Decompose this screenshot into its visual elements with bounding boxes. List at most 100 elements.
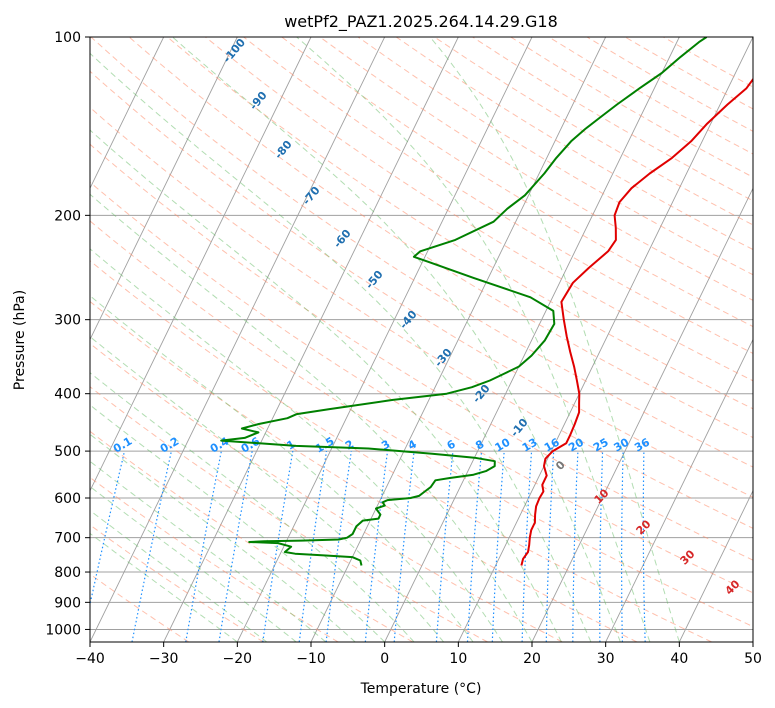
dry-adiabat-label: -100: [220, 36, 248, 66]
mixing-ratio-line: [435, 451, 454, 642]
isotherm-line: [90, 37, 238, 341]
mixing-ratio-label: 0.4: [208, 434, 232, 455]
dry-adiabat-line: [90, 220, 753, 628]
dry-adiabat-line: [90, 430, 414, 642]
dry-adiabat-label: -20: [470, 382, 493, 406]
y-tick-label: 600: [54, 491, 81, 507]
dry-adiabat-label: -60: [331, 227, 354, 251]
moist-adiabat-line: [90, 336, 444, 642]
dry-adiabat-line: [166, 37, 753, 410]
mixing-ratio-line: [572, 451, 579, 642]
y-tick-label: 100: [54, 30, 81, 46]
moist-adiabat-line: [90, 129, 562, 642]
y-tick-label: 400: [54, 387, 81, 403]
mixing-ratio-line: [599, 451, 604, 642]
moist-adiabat-line: [90, 193, 533, 642]
isotherm-line: [90, 37, 312, 492]
moist-adiabat-label: 20: [634, 517, 654, 537]
sounding-profiles: [220, 37, 753, 566]
x-tick-label: −20: [223, 651, 253, 667]
mixing-ratio-line: [491, 451, 505, 642]
moist-adiabat-line: [90, 248, 503, 642]
y-tick-label: 1000: [45, 622, 81, 638]
mixing-ratio-line: [325, 451, 352, 642]
moist-adiabat-line: [429, 37, 680, 642]
moist-adiabat-line: [90, 509, 268, 642]
dry-adiabat-label: -30: [432, 346, 455, 370]
moist-adiabat-line: [90, 485, 297, 642]
dry-adiabat-line: [319, 37, 753, 301]
dry-adiabat-line: [90, 143, 753, 561]
y-axis-label: Pressure (hPa): [12, 290, 28, 390]
mixing-ratio-line: [131, 450, 172, 642]
mixing-ratio-line: [298, 451, 328, 642]
moist-adiabat-line: [90, 433, 356, 642]
dry-adiabat-line: [90, 524, 264, 642]
plot-frame: [89, 36, 754, 643]
mixing-ratio-label: 13: [520, 436, 540, 455]
isotherm-line: [310, 37, 607, 642]
dry-adiabat-label: -90: [247, 89, 270, 113]
isotherm-line: [90, 37, 386, 642]
dry-adiabat-line: [548, 37, 753, 155]
x-axis-ticks: −40 −30 −20 −10 0 10 20 30 40 50: [75, 642, 762, 667]
mixing-ratio-line: [393, 451, 415, 642]
mixing-ratio-label: 8: [473, 438, 486, 453]
isotherm-line: [163, 37, 459, 642]
x-tick-label: 50: [744, 651, 762, 667]
isotherm-line: [457, 37, 753, 642]
dry-adiabat-line: [205, 37, 753, 382]
moist-adiabat-line: [90, 460, 327, 642]
dry-adiabat-line: [90, 70, 753, 498]
y-tick-label: 200: [54, 208, 81, 224]
y-tick-label: 900: [54, 595, 81, 611]
dry-adiabat-line: [90, 342, 563, 642]
moist-adiabat-line: [296, 37, 651, 642]
x-tick-label: −10: [296, 651, 326, 667]
x-tick-label: 40: [670, 651, 688, 667]
isotherm-line: [531, 187, 753, 642]
mixing-ratio-line: [185, 450, 222, 642]
mixing-ratio-line: [364, 451, 389, 642]
mixing-ratio-label: 0.1: [111, 435, 134, 456]
guide-line-labels: 0.1 0.2 0.4 0.6 1 1.5 2 3 4 6 8 10 13 16 20 25 30 36-100-…: [111, 36, 743, 598]
dry-adiabat-line: [128, 37, 753, 439]
dry-adiabat-line: [472, 37, 753, 202]
moist-adiabat-line: [172, 37, 621, 642]
y-tick-label: 700: [54, 531, 81, 547]
mixing-ratio-line: [262, 450, 294, 642]
isotherm-line: [605, 338, 753, 642]
isotherm-line: [90, 37, 165, 190]
x-tick-label: 0: [380, 651, 389, 667]
mixing-ratio-label: 30: [611, 435, 631, 454]
isotherm-line: [752, 640, 753, 642]
dry-adiabat-line: [90, 573, 190, 642]
y-tick-label: 800: [54, 565, 81, 581]
mixing-ratio-line: [621, 451, 624, 642]
mixing-ratio-line: [90, 450, 126, 608]
x-tick-label: 30: [597, 651, 615, 667]
y-tick-label: 300: [54, 313, 81, 329]
mixing-ratio-label: 6: [445, 437, 458, 452]
moist-adiabat-line: [90, 52, 592, 642]
dry-adiabat-line: [281, 37, 753, 328]
x-axis-label: Temperature (°C): [360, 681, 482, 697]
moist-adiabat-label: 40: [723, 577, 743, 597]
moist-adiabat-line: [90, 532, 238, 642]
dry-adiabat-label: -50: [363, 268, 386, 292]
moist-adiabat-line: [90, 372, 415, 642]
dry-adiabat-line: [243, 37, 753, 354]
moist-adiabat-line: [90, 404, 386, 642]
x-tick-label: 10: [449, 651, 467, 667]
background-guide-lines: [90, 37, 753, 642]
isotherm-line: [384, 37, 680, 642]
temperature-profile-line: [520, 77, 753, 566]
moist-adiabat-label: 10: [592, 486, 612, 506]
dry-adiabat-line: [90, 260, 712, 642]
dry-adiabat-line: [90, 181, 753, 594]
x-tick-label: −30: [149, 651, 179, 667]
y-tick-label: 500: [54, 444, 81, 460]
dewpoint-profile-line: [220, 37, 708, 566]
dry-adiabat-line: [90, 300, 638, 642]
